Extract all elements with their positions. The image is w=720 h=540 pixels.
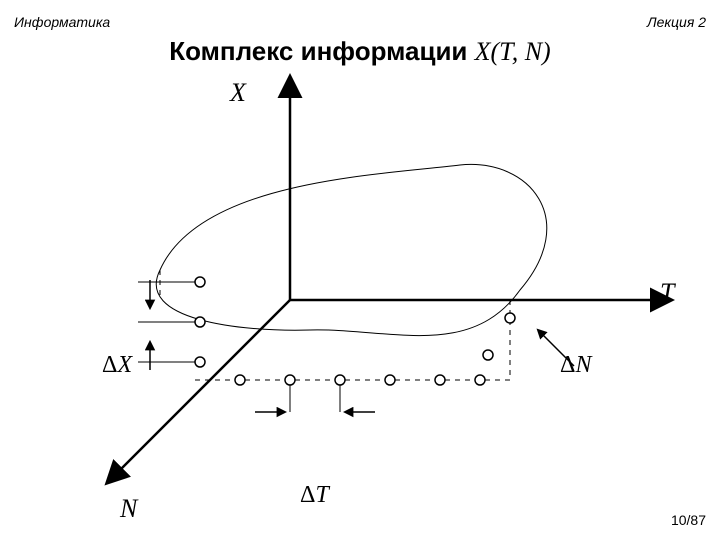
diagram-svg <box>30 70 690 500</box>
header-lecture: Лекция 2 <box>647 14 706 30</box>
dash-lines <box>160 270 510 380</box>
surface-blob <box>156 164 547 335</box>
slide-title: Комплекс информации X(T, N) <box>0 36 720 67</box>
delta-t-ticks <box>290 380 340 412</box>
markers <box>195 277 515 385</box>
axes <box>108 78 670 482</box>
delta-x-ticks <box>138 282 200 362</box>
header-subject: Информатика <box>14 14 110 30</box>
title-main: Комплекс информации <box>169 36 474 66</box>
slide-page: Информатика Лекция 2 Комплекс информации… <box>0 0 720 540</box>
title-func: X(T, N) <box>475 37 551 66</box>
delta-n-arrow <box>538 330 574 366</box>
page-number: 10/87 <box>671 512 706 528</box>
